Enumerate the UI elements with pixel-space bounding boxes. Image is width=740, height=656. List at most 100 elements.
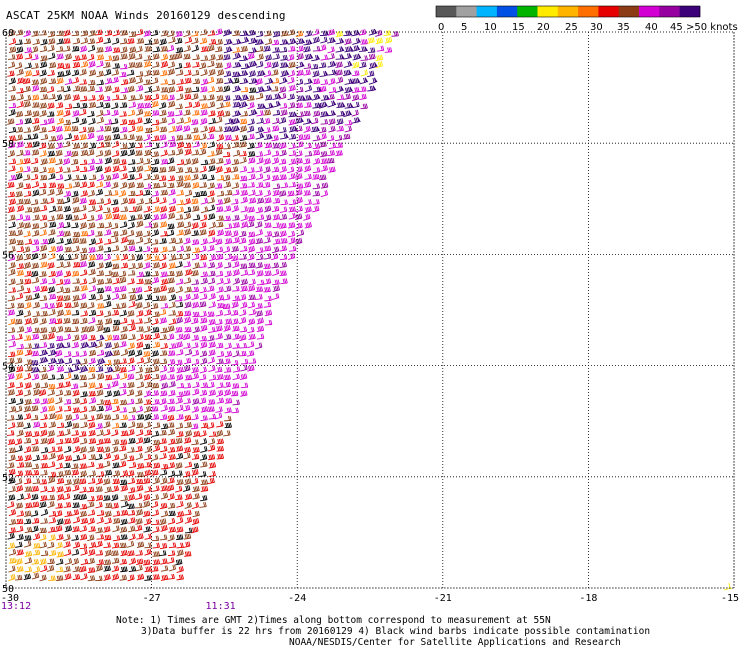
wind-barb [248, 285, 255, 291]
wind-barb [327, 37, 336, 43]
wind-barb [40, 342, 47, 348]
wind-barb [289, 237, 296, 244]
wind-barb [337, 102, 346, 108]
wind-barb [161, 87, 168, 92]
wind-barb [360, 104, 367, 109]
wind-barb [25, 551, 32, 557]
wind-barb [263, 237, 270, 243]
wind-barb [321, 79, 328, 84]
wind-barb [313, 184, 320, 189]
wind-barb [328, 69, 337, 75]
wind-barb [175, 38, 182, 44]
wind-barb [120, 373, 127, 380]
wind-barb [216, 86, 223, 91]
wind-barb [319, 71, 328, 77]
wind-barb [89, 438, 96, 443]
wind-barb [112, 503, 119, 509]
wind-barb [72, 286, 79, 291]
wind-barb [217, 439, 224, 444]
wind-barb [48, 430, 55, 436]
wind-barb [289, 150, 296, 155]
wind-barb [120, 119, 127, 125]
wind-barb [112, 335, 119, 340]
wind-barb [160, 446, 167, 452]
wind-barb [40, 150, 47, 156]
wind-barb [216, 382, 223, 388]
wind-barb [31, 526, 38, 532]
wind-barb [239, 231, 246, 237]
wind-barb [215, 325, 222, 331]
wind-barb [119, 215, 126, 220]
wind-barb [79, 127, 86, 133]
wind-barb [119, 389, 126, 396]
wind-barb [200, 38, 207, 44]
wind-barb [80, 534, 87, 540]
wind-barb [168, 374, 175, 379]
wind-barb [96, 150, 103, 156]
wind-barb [256, 151, 263, 156]
wind-barb [303, 158, 310, 164]
wind-barb [185, 190, 192, 196]
wind-barb [41, 509, 48, 516]
wind-barb [152, 431, 159, 437]
wind-barb [207, 134, 214, 139]
wind-barb [127, 86, 134, 92]
wind-barb [63, 158, 70, 164]
wind-barb [16, 293, 23, 299]
wind-barb [184, 327, 191, 332]
wind-barb [176, 175, 183, 181]
wind-barb [239, 294, 246, 300]
wind-barb [127, 389, 134, 395]
wind-barb [88, 165, 95, 171]
wind-barb [192, 382, 199, 388]
wind-barb [280, 109, 287, 115]
wind-barb [280, 47, 287, 52]
wind-barb [143, 437, 150, 443]
wind-barb [31, 133, 38, 139]
wind-barb [17, 462, 24, 467]
wind-barb [80, 463, 87, 468]
wind-barb [256, 286, 263, 291]
wind-barb [145, 128, 152, 133]
wind-barb [96, 334, 105, 341]
wind-barb [144, 422, 151, 428]
wind-barb [143, 494, 150, 500]
wind-barb [313, 144, 320, 149]
wind-barb [56, 214, 63, 219]
wind-barb [215, 413, 222, 420]
wind-barb [9, 287, 16, 292]
wind-barb [71, 327, 78, 332]
wind-barb [49, 534, 56, 541]
wind-barb [136, 71, 143, 76]
wind-barb [135, 214, 142, 219]
wind-barb [296, 103, 303, 108]
wind-barb [31, 366, 40, 372]
wind-barb [200, 446, 207, 452]
wind-barb [248, 269, 255, 275]
wind-barb [8, 269, 15, 276]
legend-swatch [619, 6, 640, 17]
wind-barb [248, 151, 255, 156]
wind-barb [280, 55, 287, 60]
wind-barb [247, 365, 254, 371]
wind-barb [32, 190, 39, 197]
wind-barb [247, 167, 254, 172]
wind-barb [145, 486, 152, 492]
wind-barb [144, 279, 151, 284]
wind-barb [352, 38, 361, 45]
wind-barb [151, 566, 158, 571]
wind-barb [25, 63, 32, 69]
wind-barb [247, 254, 254, 260]
wind-barb [151, 303, 158, 309]
wind-barb [256, 262, 263, 268]
wind-barb [256, 229, 263, 235]
wind-barb [256, 173, 263, 179]
wind-barb [200, 454, 207, 460]
wind-barb [184, 398, 191, 403]
wind-barb [289, 85, 296, 91]
wind-barb [264, 222, 271, 227]
wind-barb [161, 382, 168, 388]
wind-barb [87, 149, 94, 155]
wind-barb [120, 400, 127, 405]
wind-barb [304, 174, 311, 180]
